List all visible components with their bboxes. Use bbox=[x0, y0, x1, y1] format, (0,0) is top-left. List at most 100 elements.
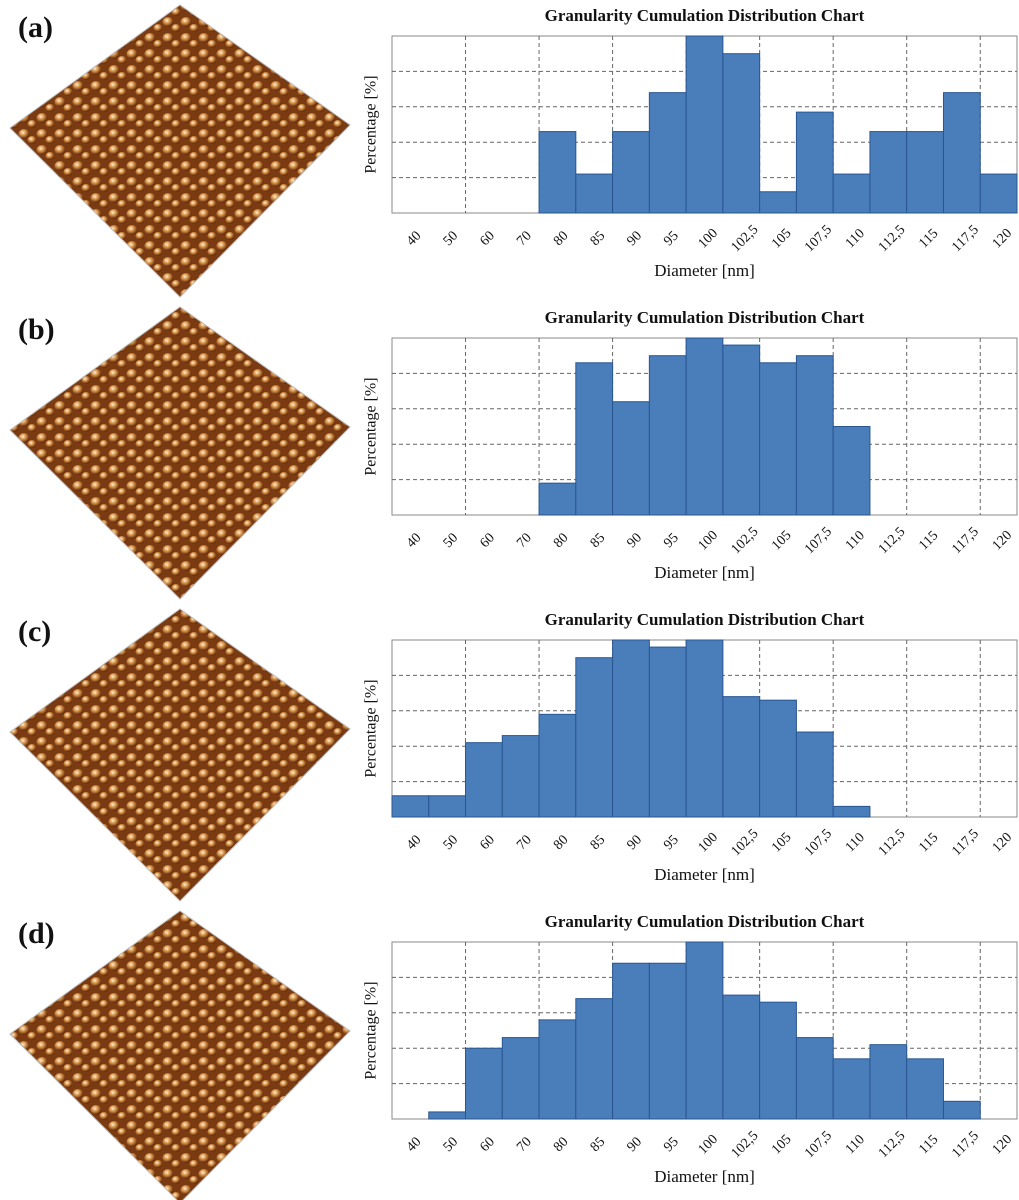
x-tick-label: 80 bbox=[551, 1135, 572, 1156]
afm-surface bbox=[10, 307, 350, 599]
x-tick-label: 50 bbox=[441, 531, 462, 552]
x-tick-label: 120 bbox=[990, 830, 1015, 855]
x-tick-label: 90 bbox=[625, 833, 646, 854]
x-tick-label: 100 bbox=[696, 830, 721, 855]
bar bbox=[576, 363, 613, 515]
x-tick-label: 110 bbox=[843, 226, 868, 251]
x-tick-label: 102,5 bbox=[729, 524, 762, 557]
x-tick-label: 112,5 bbox=[876, 827, 909, 860]
bar bbox=[649, 963, 686, 1119]
x-tick-label: 117,5 bbox=[949, 525, 982, 558]
bar bbox=[796, 356, 833, 515]
bar bbox=[576, 174, 613, 213]
bar bbox=[686, 338, 723, 515]
x-tick-label: 112,5 bbox=[876, 1129, 909, 1162]
bar bbox=[723, 697, 760, 817]
bar bbox=[796, 1038, 833, 1119]
x-tick-label: 110 bbox=[843, 528, 868, 553]
afm-image bbox=[10, 911, 350, 1200]
x-tick-label: 115 bbox=[916, 226, 941, 251]
bar bbox=[760, 363, 797, 515]
x-tick-label: 85 bbox=[588, 1135, 609, 1156]
chart-title: Granularity Cumulation Distribution Char… bbox=[545, 912, 865, 931]
bar bbox=[539, 132, 576, 213]
y-axis-label: Percentage [%] bbox=[363, 75, 380, 173]
x-tick-label: 80 bbox=[551, 531, 572, 552]
x-tick-label: 90 bbox=[625, 1135, 646, 1156]
x-tick-label: 85 bbox=[588, 833, 609, 854]
bar bbox=[943, 1101, 980, 1119]
x-tick-label: 90 bbox=[625, 531, 646, 552]
bar bbox=[539, 1020, 576, 1119]
afm-image bbox=[10, 307, 350, 599]
bar bbox=[833, 1059, 870, 1119]
x-tick-label: 60 bbox=[477, 833, 498, 854]
x-tick-label: 60 bbox=[477, 1135, 498, 1156]
x-tick-label: 100 bbox=[696, 528, 721, 553]
x-tick-label: 95 bbox=[661, 1135, 682, 1156]
y-axis-label: Percentage [%] bbox=[363, 377, 380, 475]
bar bbox=[686, 36, 723, 213]
x-tick-label: 50 bbox=[441, 833, 462, 854]
x-tick-label: 60 bbox=[477, 531, 498, 552]
afm-image bbox=[10, 5, 350, 297]
x-tick-label: 107,5 bbox=[802, 826, 835, 859]
bar bbox=[539, 483, 576, 515]
x-tick-label: 50 bbox=[441, 229, 462, 250]
x-tick-label: 110 bbox=[843, 1132, 868, 1157]
x-tick-label: 105 bbox=[769, 528, 794, 553]
bar bbox=[576, 658, 613, 817]
x-tick-label: 105 bbox=[769, 830, 794, 855]
x-tick-label: 120 bbox=[990, 528, 1015, 553]
x-tick-label: 40 bbox=[404, 833, 425, 854]
bar bbox=[980, 174, 1017, 213]
x-tick-label: 70 bbox=[514, 1135, 535, 1156]
bar bbox=[392, 796, 429, 817]
afm-surface bbox=[10, 911, 350, 1200]
bar bbox=[723, 54, 760, 213]
bar bbox=[576, 999, 613, 1119]
bar bbox=[760, 700, 797, 817]
x-tick-label: 90 bbox=[625, 229, 646, 250]
x-tick-label: 102,5 bbox=[729, 222, 762, 255]
x-tick-label: 117,5 bbox=[949, 827, 982, 860]
bar bbox=[539, 714, 576, 817]
bar bbox=[686, 640, 723, 817]
x-tick-label: 60 bbox=[477, 229, 498, 250]
afm-image bbox=[10, 609, 350, 901]
bar bbox=[466, 1048, 503, 1119]
bar bbox=[833, 806, 870, 817]
bar bbox=[649, 356, 686, 515]
bar bbox=[502, 1038, 539, 1119]
x-tick-label: 120 bbox=[990, 1132, 1015, 1157]
x-tick-label: 100 bbox=[696, 1132, 721, 1157]
x-tick-label: 50 bbox=[441, 1135, 462, 1156]
x-tick-label: 102,5 bbox=[729, 1128, 762, 1161]
page: (a)Granularity Cumulation Distribution C… bbox=[0, 0, 1019, 1200]
x-tick-label: 115 bbox=[916, 830, 941, 855]
x-tick-label: 95 bbox=[661, 833, 682, 854]
bar bbox=[429, 1112, 466, 1119]
x-tick-label: 112,5 bbox=[876, 525, 909, 558]
x-tick-label: 85 bbox=[588, 229, 609, 250]
bar bbox=[907, 132, 944, 213]
x-tick-label: 100 bbox=[696, 226, 721, 251]
x-axis-label: Diameter [nm] bbox=[654, 865, 755, 884]
bar bbox=[613, 640, 650, 817]
x-tick-label: 40 bbox=[404, 531, 425, 552]
x-tick-label: 105 bbox=[769, 226, 794, 251]
bar bbox=[613, 132, 650, 213]
x-tick-label: 95 bbox=[661, 531, 682, 552]
x-axis-label: Diameter [nm] bbox=[654, 1167, 755, 1186]
bar bbox=[466, 743, 503, 817]
bar bbox=[613, 963, 650, 1119]
x-tick-label: 115 bbox=[916, 1132, 941, 1157]
figure: (a)Granularity Cumulation Distribution C… bbox=[0, 0, 1019, 1200]
afm-surface bbox=[10, 609, 350, 901]
bar bbox=[760, 192, 797, 213]
bar bbox=[502, 736, 539, 817]
bar bbox=[870, 1045, 907, 1119]
x-tick-label: 80 bbox=[551, 229, 572, 250]
x-axis-label: Diameter [nm] bbox=[654, 563, 755, 582]
bar bbox=[649, 93, 686, 213]
